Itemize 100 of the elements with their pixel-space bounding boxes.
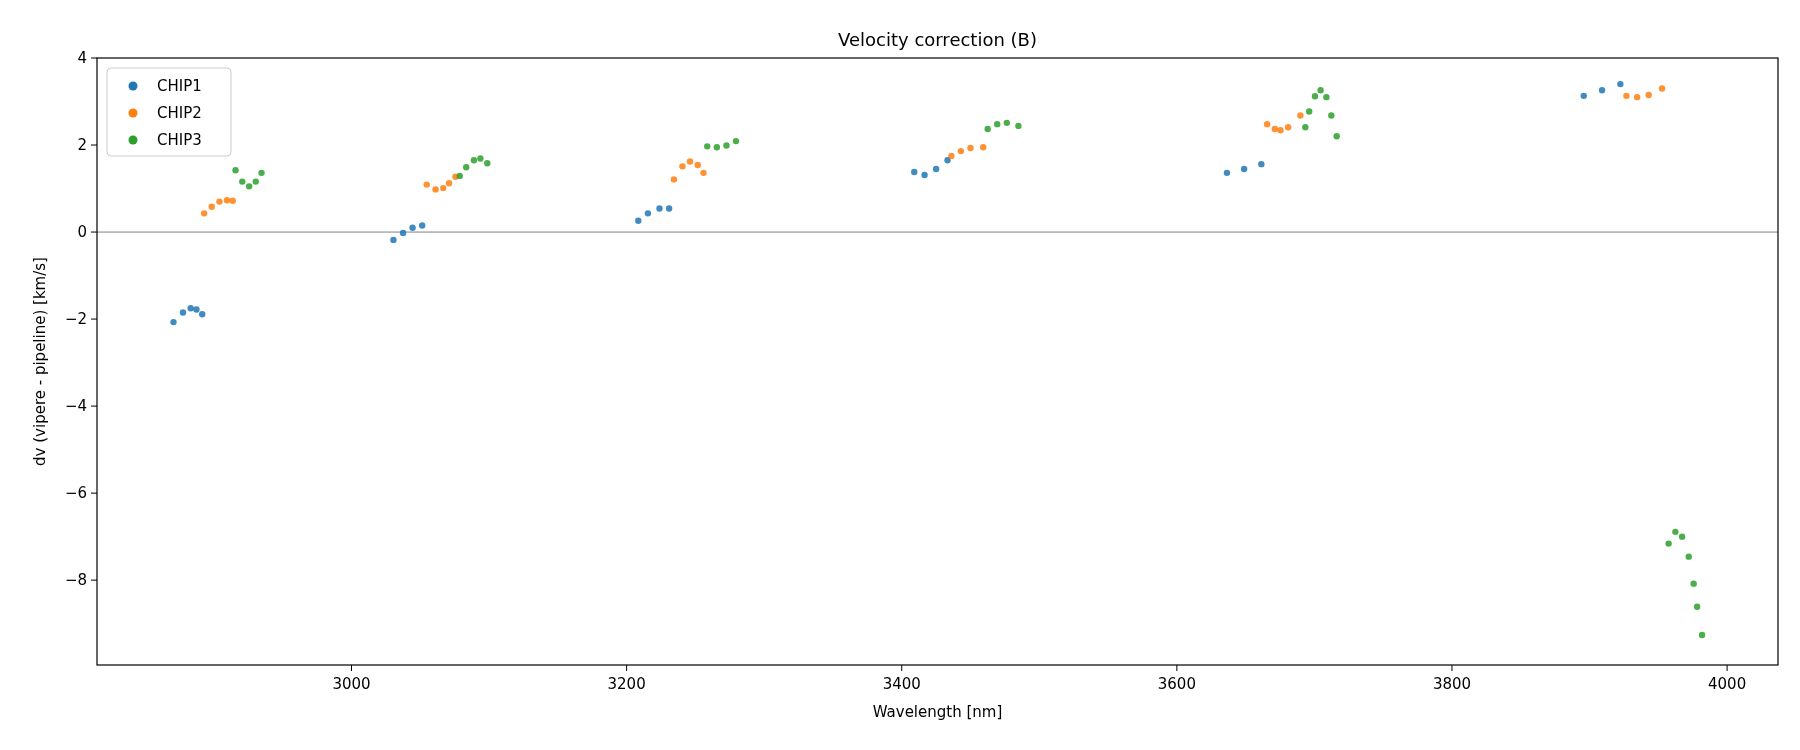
point: [1665, 540, 1672, 547]
point: [1284, 123, 1292, 131]
legend-label: CHIP2: [157, 104, 202, 123]
x-tick-label: 3800: [1432, 675, 1472, 693]
y-tick-label: −2: [64, 310, 87, 329]
y-tick-label: −6: [64, 484, 87, 503]
point: [1263, 120, 1271, 128]
point: [463, 164, 470, 171]
point: [229, 197, 236, 204]
y-tick-label: 4: [77, 49, 87, 68]
y-tick-label: 0: [77, 223, 87, 242]
point: [199, 311, 206, 318]
y-axis-title: dv (vipere - pipeline) [km/s]: [31, 257, 49, 466]
point: [700, 169, 707, 177]
point: [1240, 165, 1248, 173]
x-tick-label: 3400: [882, 675, 921, 693]
point: [1302, 123, 1309, 131]
point: [223, 197, 231, 204]
point: [635, 217, 642, 224]
point: [200, 210, 208, 217]
point: [932, 165, 940, 173]
point: [1311, 93, 1319, 100]
point: [656, 205, 663, 212]
y-tick-label: −4: [64, 397, 87, 416]
point: [1328, 112, 1335, 119]
legend-label: CHIP3: [157, 131, 202, 150]
point: [232, 167, 239, 174]
point: [1617, 80, 1624, 88]
point: [440, 184, 447, 192]
point: [948, 152, 955, 160]
point: [1258, 160, 1265, 168]
point: [1623, 92, 1630, 100]
point: [944, 157, 951, 164]
point: [1317, 87, 1324, 94]
point: [187, 305, 194, 312]
point: [713, 144, 721, 151]
point: [1277, 127, 1284, 134]
point: [665, 205, 673, 212]
point: [644, 210, 652, 217]
point: [1672, 528, 1679, 536]
point: [239, 178, 246, 185]
point: [994, 120, 1001, 128]
y-tick-label: −8: [64, 571, 87, 590]
point: [921, 171, 928, 179]
point: [1580, 92, 1587, 100]
point: [477, 155, 484, 162]
point: [670, 176, 678, 183]
point: [1015, 122, 1022, 130]
point: [686, 158, 694, 165]
point: [484, 160, 491, 167]
point: [679, 163, 686, 170]
point: [432, 186, 439, 193]
point: [390, 236, 397, 244]
point: [399, 229, 407, 237]
point: [1305, 108, 1313, 115]
point: [984, 125, 991, 133]
point: [1323, 93, 1330, 101]
legend-label: CHIP1: [157, 77, 202, 96]
point: [1598, 87, 1606, 94]
y-tick-label: 2: [77, 136, 87, 155]
chart-title: Velocity correction (B): [838, 29, 1037, 50]
point: [193, 306, 200, 313]
point: [423, 181, 430, 188]
x-tick-label: 3000: [332, 675, 371, 693]
point: [704, 143, 711, 150]
point: [179, 309, 187, 316]
point: [1333, 133, 1340, 140]
point: [1003, 119, 1011, 127]
point: [1690, 580, 1697, 587]
point: [1271, 125, 1278, 133]
point: [245, 183, 253, 190]
x-tick-label: 3200: [607, 675, 646, 693]
x-tick-label: 3600: [1157, 675, 1196, 693]
point: [1693, 603, 1701, 610]
point: [409, 224, 416, 231]
point: [1698, 631, 1706, 639]
point: [723, 142, 730, 149]
point: [208, 203, 215, 211]
point: [419, 222, 426, 229]
x-tick-label: 4000: [1708, 675, 1747, 693]
point: [252, 178, 259, 185]
point: [911, 168, 918, 176]
point: [1658, 85, 1666, 92]
point: [1645, 91, 1652, 99]
point: [957, 147, 965, 155]
point: [1685, 553, 1692, 560]
point: [1223, 169, 1231, 177]
point: [1678, 533, 1686, 540]
point: [1297, 112, 1304, 119]
point: [456, 172, 463, 180]
point: [445, 180, 453, 187]
point: [216, 198, 223, 205]
point: [1633, 93, 1641, 101]
point: [694, 161, 701, 169]
point: [258, 169, 265, 177]
x-axis-title: Wavelength [nm]: [872, 703, 1003, 721]
point: [170, 318, 177, 326]
point: [732, 137, 740, 145]
point: [967, 144, 974, 152]
point: [979, 144, 987, 151]
